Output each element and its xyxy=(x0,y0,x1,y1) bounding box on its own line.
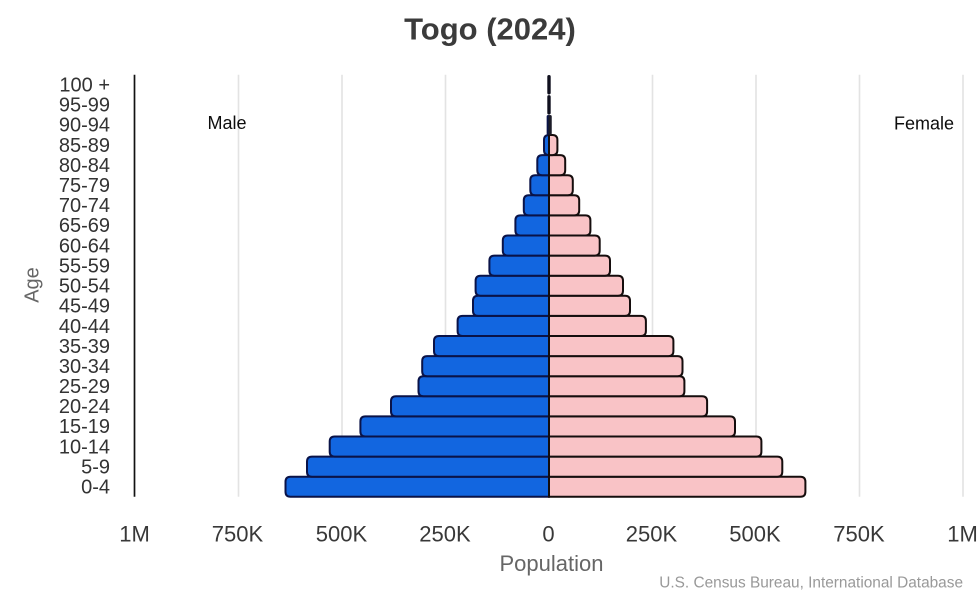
svg-text:U.S. Census Bureau, Internatio: U.S. Census Bureau, International Databa… xyxy=(659,575,963,592)
svg-text:5-9: 5-9 xyxy=(81,457,110,479)
svg-text:0-4: 0-4 xyxy=(81,477,110,499)
svg-text:60-64: 60-64 xyxy=(59,235,110,257)
svg-text:95-99: 95-99 xyxy=(59,95,110,117)
svg-text:90-94: 90-94 xyxy=(59,115,110,137)
svg-text:1M: 1M xyxy=(119,522,150,547)
svg-text:80-84: 80-84 xyxy=(59,155,110,177)
svg-text:70-74: 70-74 xyxy=(59,195,110,217)
svg-text:Togo (2024): Togo (2024) xyxy=(404,12,576,47)
svg-text:0: 0 xyxy=(542,522,554,547)
svg-text:50-54: 50-54 xyxy=(59,276,110,298)
svg-text:75-79: 75-79 xyxy=(59,175,110,197)
svg-text:Female: Female xyxy=(894,113,954,133)
svg-text:55-59: 55-59 xyxy=(59,255,110,277)
svg-text:100 +: 100 + xyxy=(59,75,110,97)
svg-text:35-39: 35-39 xyxy=(59,336,110,358)
svg-text:250K: 250K xyxy=(626,522,678,547)
svg-text:500K: 500K xyxy=(316,522,368,547)
svg-text:20-24: 20-24 xyxy=(59,396,110,418)
svg-text:45-49: 45-49 xyxy=(59,296,110,318)
svg-text:25-29: 25-29 xyxy=(59,376,110,398)
svg-text:10-14: 10-14 xyxy=(59,436,110,458)
svg-text:65-69: 65-69 xyxy=(59,215,110,237)
svg-text:30-34: 30-34 xyxy=(59,356,110,378)
svg-text:1M: 1M xyxy=(947,522,978,547)
svg-text:85-89: 85-89 xyxy=(59,135,110,157)
svg-text:500K: 500K xyxy=(729,522,781,547)
svg-text:15-19: 15-19 xyxy=(59,416,110,438)
svg-text:250K: 250K xyxy=(419,522,471,547)
svg-text:750K: 750K xyxy=(212,522,264,547)
svg-text:750K: 750K xyxy=(833,522,885,547)
svg-text:Age: Age xyxy=(22,267,44,303)
svg-text:Male: Male xyxy=(207,113,246,133)
svg-text:40-44: 40-44 xyxy=(59,316,110,338)
svg-text:Population: Population xyxy=(500,551,604,576)
